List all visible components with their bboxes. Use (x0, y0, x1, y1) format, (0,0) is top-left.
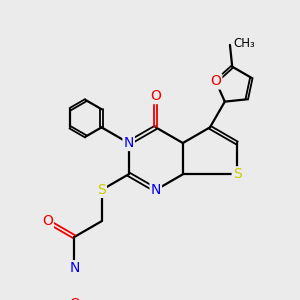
Text: N: N (151, 183, 161, 197)
Text: S: S (233, 167, 242, 181)
Text: O: O (42, 214, 53, 228)
Text: O: O (69, 298, 80, 300)
Text: S: S (97, 183, 106, 197)
Text: O: O (150, 89, 161, 103)
Text: N: N (69, 261, 80, 275)
Text: O: O (210, 74, 221, 88)
Text: CH₃: CH₃ (234, 37, 255, 50)
Text: N: N (124, 136, 134, 150)
